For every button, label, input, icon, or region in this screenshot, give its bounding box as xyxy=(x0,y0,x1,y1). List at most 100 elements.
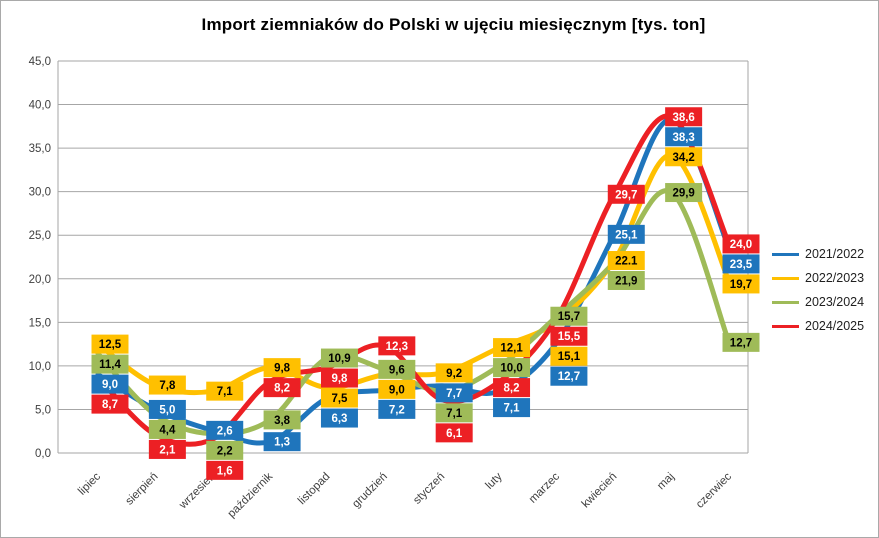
data-label-value: 4,4 xyxy=(159,424,176,436)
data-label-value: 34,2 xyxy=(672,152,694,164)
data-label-box xyxy=(493,358,531,378)
legend-label: 2022/2023 xyxy=(805,271,865,285)
data-label-box xyxy=(493,338,531,358)
data-label-box xyxy=(722,254,760,274)
svg-text:listopad: listopad xyxy=(296,471,333,508)
data-label-value: 9,8 xyxy=(331,373,348,385)
data-label-value: 15,1 xyxy=(558,351,581,363)
data-label-value: 9,2 xyxy=(446,368,462,380)
legend-label: 2023/2024 xyxy=(805,295,865,309)
legend-line-swatch xyxy=(772,252,799,256)
data-label-box xyxy=(378,379,416,399)
data-labels: 12,5 11,4 9,0 8,7 7,8 5,0 4,4 2,1 7,1 2,6 2,2 1,6 9,… xyxy=(91,107,760,480)
data-label-value: 21,9 xyxy=(615,275,637,287)
legend-label: 2021/2022 xyxy=(805,247,865,261)
data-label-value: 15,7 xyxy=(558,311,580,323)
data-label-box xyxy=(607,184,645,204)
svg-text:sierpień: sierpień xyxy=(124,471,161,508)
data-label-box xyxy=(148,375,186,395)
data-label-value: 38,3 xyxy=(672,132,694,144)
data-label-box xyxy=(607,250,645,270)
data-label-box xyxy=(206,440,244,460)
data-label-box xyxy=(435,403,473,423)
data-label-value: 12,5 xyxy=(99,339,122,351)
data-label-box xyxy=(378,359,416,379)
legend-entry-2023-2024: 2023/2024 xyxy=(772,290,864,314)
svg-text:styczeń: styczeń xyxy=(411,471,447,507)
data-label-box xyxy=(665,147,703,167)
data-label-value: 9,6 xyxy=(389,364,405,376)
data-label-value: 29,9 xyxy=(672,188,694,200)
data-label-value: 12,1 xyxy=(500,343,523,355)
data-label-value: 9,8 xyxy=(274,363,291,375)
chart-title: Import ziemniaków do Polski w ujęciu mie… xyxy=(201,15,706,34)
svg-text:grudzień: grudzień xyxy=(350,471,390,511)
svg-text:marzec: marzec xyxy=(527,470,562,505)
svg-text:45,0: 45,0 xyxy=(29,56,51,68)
data-label-value: 8,2 xyxy=(274,383,290,395)
legend-label: 2024/2025 xyxy=(805,319,865,333)
svg-text:kwiecień: kwiecień xyxy=(580,471,620,511)
data-label-box xyxy=(665,107,703,127)
data-label-box xyxy=(435,363,473,383)
svg-text:5,0: 5,0 xyxy=(35,404,51,416)
data-label-value: 23,5 xyxy=(730,259,753,271)
data-label-box xyxy=(550,306,588,326)
data-label-box xyxy=(320,348,358,368)
data-label-box xyxy=(206,460,244,480)
data-label-box xyxy=(148,439,186,459)
data-label-box xyxy=(91,334,129,354)
legend-entry-2024-2025: 2024/2025 xyxy=(772,314,864,338)
data-label-box xyxy=(206,420,244,440)
data-label-value: 19,7 xyxy=(730,279,752,291)
data-label-value: 12,7 xyxy=(730,337,752,349)
data-label-value: 3,8 xyxy=(274,415,291,427)
legend-line-swatch xyxy=(772,324,799,328)
data-label-box xyxy=(550,326,588,346)
data-label-box xyxy=(263,358,301,378)
data-label-value: 7,7 xyxy=(446,388,462,400)
data-label-value: 15,5 xyxy=(558,331,581,343)
gridlines xyxy=(57,60,749,454)
svg-text:40,0: 40,0 xyxy=(29,100,51,112)
svg-text:0,0: 0,0 xyxy=(35,448,51,460)
data-label-box xyxy=(148,399,186,419)
data-label-value: 12,7 xyxy=(558,371,580,383)
data-label-value: 6,1 xyxy=(446,428,463,440)
data-label-box xyxy=(91,374,129,394)
data-label-value: 7,1 xyxy=(217,386,234,398)
data-label-box xyxy=(550,366,588,386)
data-label-value: 2,6 xyxy=(217,425,233,437)
data-label-value: 25,1 xyxy=(615,229,638,241)
legend-line-swatch xyxy=(772,276,799,280)
svg-text:20,0: 20,0 xyxy=(29,274,51,286)
svg-text:35,0: 35,0 xyxy=(29,143,51,155)
data-label-box xyxy=(722,274,760,294)
data-label-box xyxy=(91,354,129,374)
data-label-value: 10,0 xyxy=(500,363,522,375)
data-label-value: 38,6 xyxy=(672,112,694,124)
data-label-value: 2,1 xyxy=(159,444,176,456)
data-label-box xyxy=(665,183,703,203)
data-label-box xyxy=(378,399,416,419)
data-label-box xyxy=(722,234,760,254)
data-label-box xyxy=(493,378,531,398)
data-label-value: 10,9 xyxy=(328,353,350,365)
svg-text:15,0: 15,0 xyxy=(29,317,51,329)
data-label-box xyxy=(206,381,244,401)
data-label-value: 6,3 xyxy=(331,413,347,425)
legend-line-swatch xyxy=(772,300,799,304)
data-label-box xyxy=(378,336,416,356)
data-label-value: 7,1 xyxy=(446,408,463,420)
data-label-box xyxy=(607,270,645,290)
data-label-value: 11,4 xyxy=(99,359,121,371)
data-label-box xyxy=(320,408,358,428)
data-label-box xyxy=(550,346,588,366)
data-label-box xyxy=(148,419,186,439)
legend-entry-2022-2023: 2022/2023 xyxy=(772,266,864,290)
data-label-box xyxy=(493,398,531,418)
data-label-box xyxy=(435,423,473,443)
data-label-value: 9,0 xyxy=(389,384,405,396)
